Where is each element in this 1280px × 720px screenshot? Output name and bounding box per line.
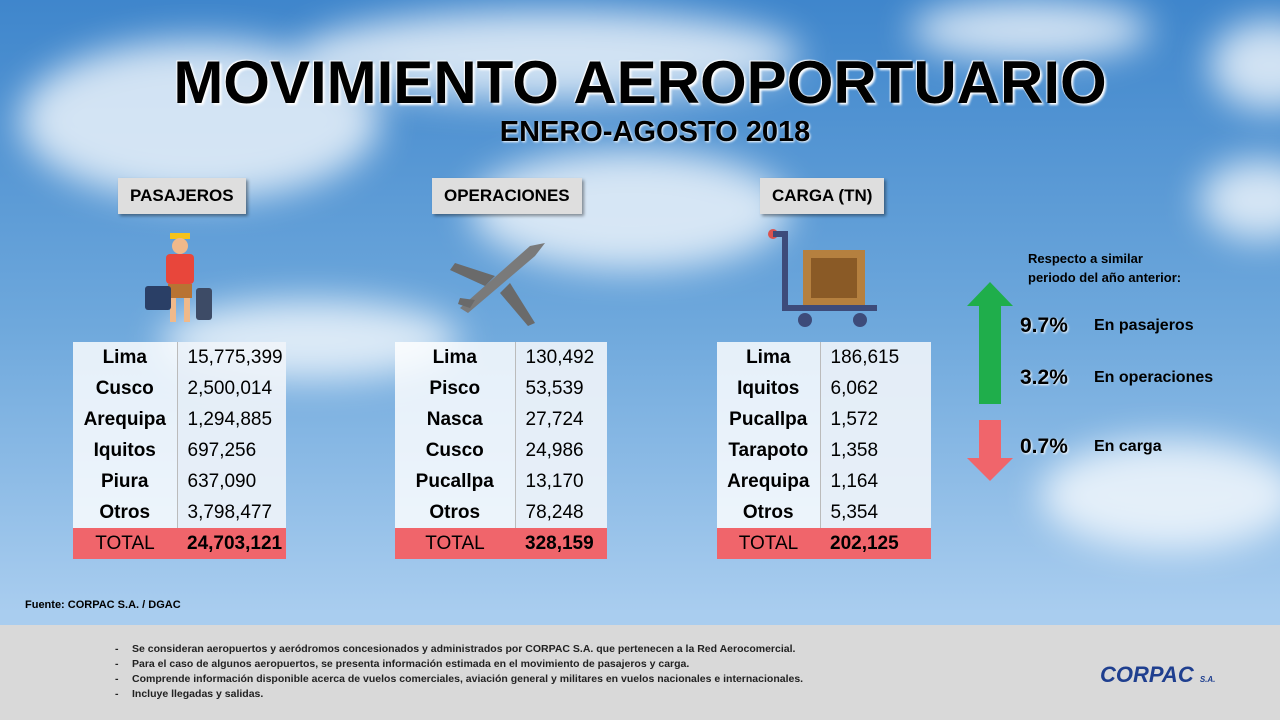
section-label: CARGA (TN) bbox=[760, 178, 885, 214]
traveler-icon bbox=[145, 233, 212, 322]
note-heading: periodo del año anterior: bbox=[1028, 270, 1182, 285]
row-name: Lima bbox=[395, 342, 516, 373]
row-value: 697,256 bbox=[177, 435, 286, 466]
row-name: Pucallpa bbox=[395, 466, 516, 497]
row-value: 3,798,477 bbox=[177, 497, 286, 528]
row-name: TOTAL bbox=[717, 528, 820, 559]
table-row: Nasca 27,724 bbox=[395, 404, 607, 435]
row-value: 130,492 bbox=[515, 342, 607, 373]
data-table: Lima 186,615 Iquitos 6,062 Pucallpa 1,572 Tara… bbox=[717, 342, 931, 559]
change-value: 3.2% bbox=[1020, 366, 1068, 389]
row-value: 78,248 bbox=[515, 497, 607, 528]
row-value: 328,159 bbox=[515, 528, 607, 559]
footnote: Para el caso de algunos aeropuertos, se … bbox=[132, 658, 690, 670]
row-value: 202,125 bbox=[820, 528, 931, 559]
table-row: Cusco 2,500,014 bbox=[73, 373, 286, 404]
total-row: TOTAL 24,703,121 bbox=[73, 528, 286, 559]
table-row: Pisco 53,539 bbox=[395, 373, 607, 404]
row-name: Arequipa bbox=[73, 404, 178, 435]
change-value: 9.7% bbox=[1020, 314, 1068, 337]
row-value: 15,775,399 bbox=[177, 342, 286, 373]
row-name: Arequipa bbox=[717, 466, 821, 497]
bullet: - bbox=[115, 643, 119, 655]
row-value: 1,294,885 bbox=[177, 404, 286, 435]
row-name: Otros bbox=[717, 497, 821, 528]
cargo-icon bbox=[768, 229, 877, 327]
table-row: Pucallpa 1,572 bbox=[717, 404, 931, 435]
change-label: En operaciones bbox=[1094, 369, 1214, 386]
row-name: TOTAL bbox=[395, 528, 515, 559]
table-row: Pucallpa 13,170 bbox=[395, 466, 607, 497]
footnote: Se consideran aeropuertos y aeródromos c… bbox=[132, 643, 796, 655]
table-row: Lima 130,492 bbox=[395, 342, 607, 373]
subtitle: ENERO-AGOSTO 2018 bbox=[499, 116, 811, 148]
arrows bbox=[967, 282, 1013, 481]
row-name: Tarapoto bbox=[717, 435, 821, 466]
row-value: 2,500,014 bbox=[177, 373, 286, 404]
logo: CORPAC S.A. bbox=[1100, 662, 1215, 688]
source: Fuente: CORPAC S.A. / DGAC bbox=[25, 599, 181, 611]
logo-suffix: S.A. bbox=[1199, 675, 1216, 684]
table-row: Otros 78,248 bbox=[395, 497, 607, 528]
footnote: Incluye llegadas y salidas. bbox=[132, 688, 264, 700]
row-value: 1,572 bbox=[820, 404, 931, 435]
change-value: 0.7% bbox=[1020, 435, 1068, 458]
title: MOVIMIENTO AEROPORTUARIO bbox=[173, 49, 1107, 116]
footnote: Comprende información disponible acerca … bbox=[132, 673, 804, 685]
row-value: 1,358 bbox=[820, 435, 931, 466]
table-row: Arequipa 1,294,885 bbox=[73, 404, 286, 435]
table-row: Lima 15,775,399 bbox=[73, 342, 286, 373]
row-name: Lima bbox=[717, 342, 821, 373]
row-name: Nasca bbox=[395, 404, 516, 435]
footer bbox=[0, 625, 1280, 720]
table-row: Otros 3,798,477 bbox=[73, 497, 286, 528]
table-row: Cusco 24,986 bbox=[395, 435, 607, 466]
change-label: En carga bbox=[1094, 438, 1162, 455]
data-table: Lima 15,775,399 Cusco 2,500,014 Arequipa 1,29… bbox=[73, 342, 286, 559]
row-name: Cusco bbox=[395, 435, 516, 466]
plane-icon bbox=[450, 243, 545, 326]
total-row: TOTAL 328,159 bbox=[395, 528, 607, 559]
table-row: Arequipa 1,164 bbox=[717, 466, 931, 497]
row-value: 24,986 bbox=[515, 435, 607, 466]
row-name: Iquitos bbox=[73, 435, 178, 466]
bullet: - bbox=[115, 658, 119, 670]
table-row: Piura 637,090 bbox=[73, 466, 286, 497]
row-value: 13,170 bbox=[515, 466, 607, 497]
row-name: Pisco bbox=[395, 373, 516, 404]
table-row: Iquitos 6,062 bbox=[717, 373, 931, 404]
note-heading: Respecto a similar bbox=[1028, 251, 1143, 266]
row-value: 5,354 bbox=[820, 497, 931, 528]
change-label: En pasajeros bbox=[1094, 317, 1194, 334]
section-label: PASAJEROS bbox=[118, 178, 246, 214]
row-value: 24,703,121 bbox=[177, 528, 286, 559]
table-row: Iquitos 697,256 bbox=[73, 435, 286, 466]
logo-name: CORPAC bbox=[1100, 662, 1194, 687]
table-row: Tarapoto 1,358 bbox=[717, 435, 931, 466]
section-label: OPERACIONES bbox=[432, 178, 582, 214]
table-row: Lima 186,615 bbox=[717, 342, 931, 373]
row-name: Otros bbox=[73, 497, 178, 528]
total-row: TOTAL 202,125 bbox=[717, 528, 931, 559]
row-value: 27,724 bbox=[515, 404, 607, 435]
data-table: Lima 130,492 Pisco 53,539 Nasca 27,724 Cusco 24… bbox=[395, 342, 607, 559]
row-name: Pucallpa bbox=[717, 404, 821, 435]
row-name: Cusco bbox=[73, 373, 178, 404]
bullet: - bbox=[115, 673, 119, 685]
row-value: 186,615 bbox=[820, 342, 931, 373]
row-name: Lima bbox=[73, 342, 178, 373]
row-name: Otros bbox=[395, 497, 516, 528]
row-value: 53,539 bbox=[515, 373, 607, 404]
row-name: Iquitos bbox=[717, 373, 821, 404]
row-value: 1,164 bbox=[820, 466, 931, 497]
bullet: - bbox=[115, 688, 119, 700]
row-name: TOTAL bbox=[73, 528, 177, 559]
row-value: 6,062 bbox=[820, 373, 931, 404]
table-row: Otros 5,354 bbox=[717, 497, 931, 528]
row-value: 637,090 bbox=[177, 466, 286, 497]
row-name: Piura bbox=[73, 466, 178, 497]
